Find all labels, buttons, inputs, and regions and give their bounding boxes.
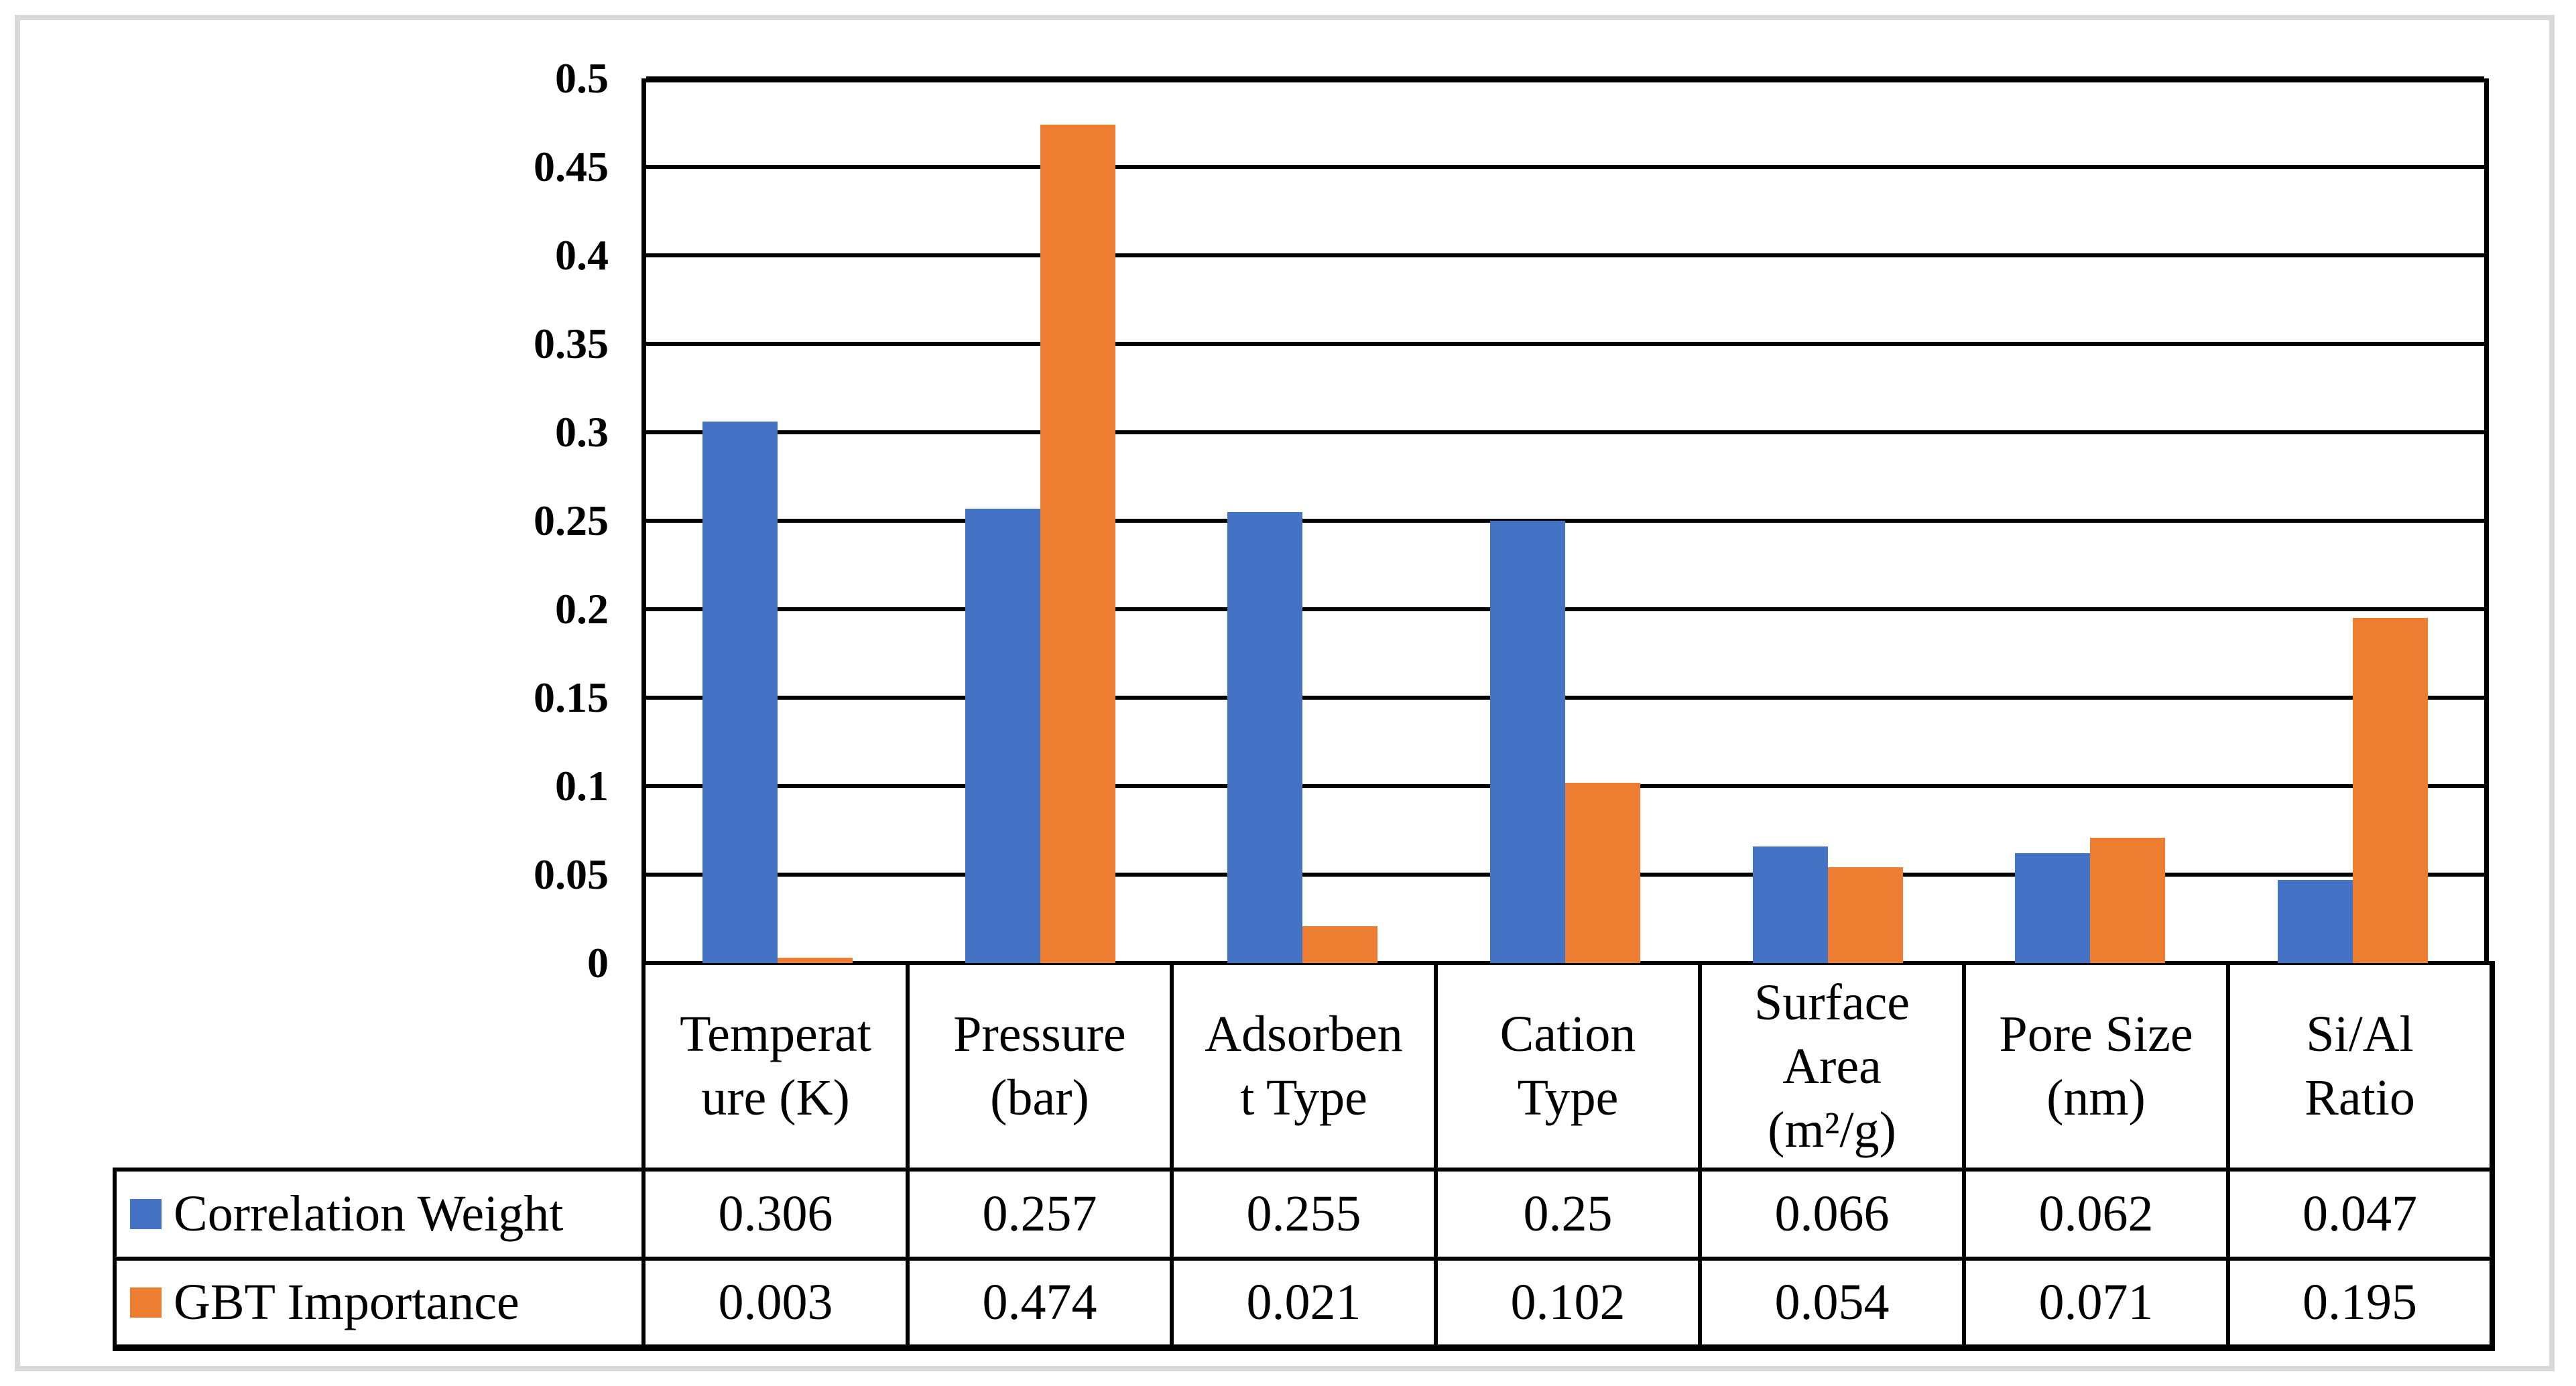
value-correlation-weight-temperature-k: 0.306: [641, 1168, 910, 1261]
legend-label-correlation-weight: Correlation Weight: [174, 1186, 564, 1242]
value-gbt-importance-adsorbent-type: 0.021: [1170, 1257, 1438, 1351]
gridline-top: [646, 78, 2484, 82]
data-table: Temperat ure (K) Pressure (bar) Adsorben t Ty…: [113, 961, 2495, 1351]
plot-area: [641, 76, 2489, 963]
bar-correlation-weight-pore-size-nm: [2015, 853, 2091, 963]
value-gbt-importance-cation-type: 0.102: [1434, 1257, 1702, 1351]
bar-correlation-weight-surface-area-m-g: [1752, 846, 1828, 963]
category-header-cation-type: Cation Type: [1434, 961, 1702, 1172]
bar-gbt-importance-pore-size-nm: [2090, 837, 2166, 963]
value-correlation-weight-adsorbent-type: 0.255: [1170, 1168, 1438, 1261]
gridline-0.45: [646, 165, 2484, 169]
y-axis: 0 0.05 0.1 0.15 0.2 0.25 0.3 0.35 0.4 0.45 0.5: [0, 54, 609, 987]
gridline-0.5: [646, 76, 2484, 80]
bar-correlation-weight-adsorbent-type: [1227, 511, 1303, 963]
y-tick-label-0.25: 0.25: [534, 497, 609, 544]
bar-correlation-weight-temperature-k: [702, 422, 778, 963]
y-tick-label-0.5: 0.5: [555, 54, 609, 102]
value-correlation-weight-si-al-ratio: 0.047: [2226, 1168, 2495, 1261]
legend-swatch-gbt-importance: [130, 1287, 162, 1318]
gridline-0.4: [646, 253, 2484, 257]
value-gbt-importance-pressure-bar: 0.474: [906, 1257, 1174, 1351]
bar-correlation-weight-cation-type: [1490, 521, 1565, 963]
bar-gbt-importance-temperature-k: [777, 958, 853, 963]
y-tick-label-0.15: 0.15: [534, 674, 609, 721]
y-tick-label-0.1: 0.1: [555, 762, 609, 810]
legend-cell-gbt-importance: GBT Importance: [113, 1257, 646, 1351]
category-header-surface-area-m-g: Surface Area (m²/g): [1698, 961, 1966, 1172]
category-header-temperature-k: Temperat ure (K): [641, 961, 910, 1172]
value-gbt-importance-si-al-ratio: 0.195: [2226, 1257, 2495, 1351]
category-header-adsorbent-type: Adsorben t Type: [1170, 961, 1438, 1172]
gridline-0.35: [646, 342, 2484, 346]
category-header-pressure-bar: Pressure (bar): [906, 961, 1174, 1172]
legend-swatch-correlation-weight: [130, 1199, 162, 1229]
y-tick-label-0.3: 0.3: [555, 408, 609, 456]
category-header-row: Temperat ure (K) Pressure (bar) Adsorben t Ty…: [115, 961, 2495, 1172]
bar-correlation-weight-si-al-ratio: [2278, 879, 2353, 963]
bar-gbt-importance-adsorbent-type: [1302, 926, 1378, 963]
gridline-0.25: [646, 519, 2484, 523]
y-tick-label-0.45: 0.45: [534, 143, 609, 190]
bar-gbt-importance-surface-area-m-g: [1827, 867, 1903, 963]
bar-gbt-importance-pressure-bar: [1040, 124, 1115, 963]
value-gbt-importance-pore-size-nm: 0.071: [1962, 1257, 2230, 1351]
y-tick-label-0.4: 0.4: [555, 231, 609, 279]
y-tick-label-0.2: 0.2: [555, 585, 609, 633]
bar-gbt-importance-si-al-ratio: [2353, 618, 2429, 963]
value-gbt-importance-surface-area-m-g: 0.054: [1698, 1257, 1966, 1351]
y-tick-label-0.05: 0.05: [534, 850, 609, 898]
bar-gbt-importance-cation-type: [1565, 782, 1640, 963]
category-header-si-al-ratio: Si/Al Ratio: [2226, 961, 2495, 1172]
series-row-correlation-weight: Correlation Weight 0.306 0.257 0.255 0.25 0.0…: [113, 1168, 2495, 1261]
gridline-0.2: [646, 607, 2484, 611]
value-correlation-weight-pore-size-nm: 0.062: [1962, 1168, 2230, 1261]
blank-cell: [115, 963, 646, 1172]
bar-correlation-weight-pressure-bar: [965, 508, 1040, 963]
series-row-gbt-importance: GBT Importance 0.003 0.474 0.021 0.102 0.054 0…: [113, 1257, 2495, 1351]
gridline-0.15: [646, 696, 2484, 700]
category-header-pore-size-nm: Pore Size (nm): [1962, 961, 2230, 1172]
value-correlation-weight-pressure-bar: 0.257: [906, 1168, 1174, 1261]
value-gbt-importance-temperature-k: 0.003: [641, 1257, 910, 1351]
value-correlation-weight-cation-type: 0.25: [1434, 1168, 1702, 1261]
gridline-0.3: [646, 430, 2484, 434]
value-correlation-weight-surface-area-m-g: 0.066: [1698, 1168, 1966, 1261]
legend-cell-correlation-weight: Correlation Weight: [113, 1168, 646, 1261]
y-tick-label-0.35: 0.35: [534, 320, 609, 367]
legend-label-gbt-importance: GBT Importance: [174, 1274, 519, 1330]
